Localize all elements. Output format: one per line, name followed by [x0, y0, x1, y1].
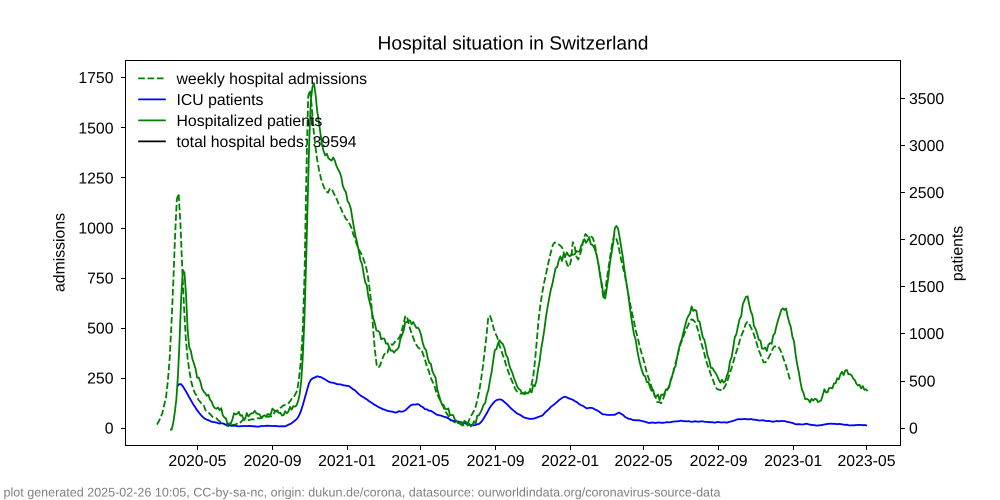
svg-text:3500: 3500: [909, 91, 944, 108]
svg-text:1500: 1500: [78, 120, 113, 137]
svg-text:2500: 2500: [909, 185, 944, 202]
svg-text:2021-05: 2021-05: [391, 453, 449, 470]
svg-text:weekly hospital admissions: weekly hospital admissions: [176, 71, 368, 88]
svg-text:2021-09: 2021-09: [467, 453, 525, 470]
svg-text:Hospital situation in Switzerl: Hospital situation in Switzerland: [378, 34, 649, 55]
svg-text:Hospitalized patients: Hospitalized patients: [177, 113, 323, 130]
svg-text:2022-09: 2022-09: [690, 453, 748, 470]
svg-text:500: 500: [87, 320, 114, 337]
svg-text:1000: 1000: [909, 326, 944, 343]
svg-text:2023-05: 2023-05: [838, 453, 896, 470]
svg-text:250: 250: [87, 370, 114, 387]
svg-text:1750: 1750: [78, 70, 113, 87]
svg-text:2023-01: 2023-01: [764, 453, 822, 470]
svg-text:2020-09: 2020-09: [244, 453, 302, 470]
svg-text:2000: 2000: [909, 232, 944, 249]
svg-text:patients: patients: [950, 226, 967, 281]
svg-text:ICU patients: ICU patients: [177, 92, 264, 109]
svg-text:0: 0: [105, 420, 114, 437]
svg-text:750: 750: [87, 270, 114, 287]
svg-text:2022-05: 2022-05: [615, 453, 673, 470]
svg-text:500: 500: [909, 373, 936, 390]
svg-text:2021-01: 2021-01: [318, 453, 376, 470]
svg-text:0: 0: [909, 420, 918, 437]
svg-text:1250: 1250: [78, 170, 113, 187]
svg-text:total hospital beds: 39594: total hospital beds: 39594: [177, 134, 357, 151]
svg-text:plot generated 2025-02-26 10:0: plot generated 2025-02-26 10:05, CC-by-s…: [4, 485, 721, 499]
svg-text:2022-01: 2022-01: [541, 453, 599, 470]
svg-text:1000: 1000: [78, 220, 113, 237]
svg-text:admissions: admissions: [52, 213, 69, 292]
svg-text:1500: 1500: [909, 279, 944, 296]
svg-text:3000: 3000: [909, 138, 944, 155]
svg-text:2020-05: 2020-05: [168, 453, 226, 470]
